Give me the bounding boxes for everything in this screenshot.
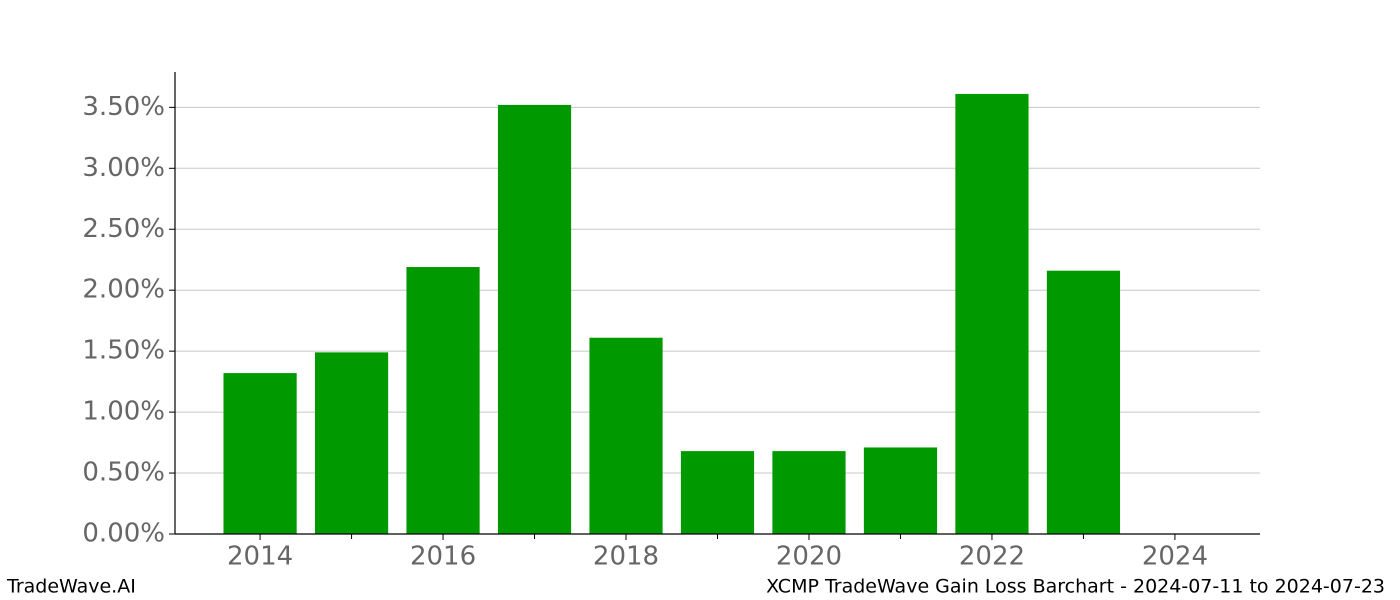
x-tick-label: 2014 bbox=[227, 542, 293, 572]
bar bbox=[680, 451, 755, 534]
bar bbox=[1046, 270, 1121, 534]
bar bbox=[406, 267, 480, 534]
bar bbox=[314, 352, 389, 534]
y-tick-label: 2.00% bbox=[82, 275, 165, 305]
axes: 0.00% 0.50% 1.00% 1.50% 2.00% 2.50% 3.00% 3.50%… bbox=[82, 72, 1260, 572]
bar bbox=[589, 337, 663, 534]
bar bbox=[863, 447, 938, 534]
y-tick-label: 0.00% bbox=[82, 519, 165, 549]
y-tick-label: 3.50% bbox=[82, 92, 165, 122]
y-tick-label: 1.00% bbox=[82, 397, 165, 427]
x-tick-label: 2016 bbox=[410, 542, 476, 572]
x-tick-label: 2022 bbox=[959, 542, 1025, 572]
y-tick-label: 0.50% bbox=[82, 458, 165, 488]
bar bbox=[955, 93, 1029, 534]
x-tick-label: 2024 bbox=[1142, 542, 1208, 572]
bars bbox=[223, 93, 1121, 534]
x-tick-label: 2018 bbox=[593, 542, 659, 572]
y-tick-label: 2.50% bbox=[82, 214, 165, 244]
footer-left: TradeWave.AI bbox=[6, 576, 136, 598]
bar bbox=[497, 104, 572, 534]
x-tick-label: 2020 bbox=[776, 542, 842, 572]
y-tick-label: 3.00% bbox=[82, 153, 165, 183]
y-tick-label: 1.50% bbox=[82, 336, 165, 366]
bar bbox=[223, 373, 297, 534]
footer-right: XCMP TradeWave Gain Loss Barchart - 2024… bbox=[766, 576, 1385, 598]
bar bbox=[772, 451, 846, 534]
